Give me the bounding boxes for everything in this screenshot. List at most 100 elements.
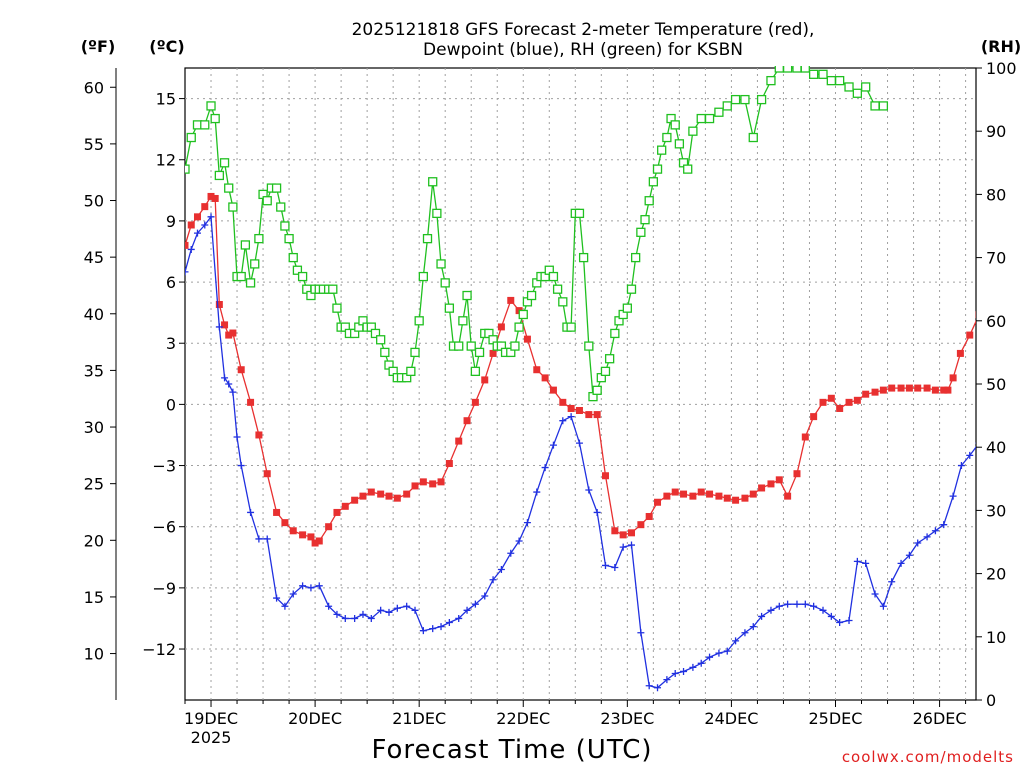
temperature-point [956,349,964,357]
rh-point [792,66,802,73]
temperature-point [940,386,948,394]
rh-point [566,322,576,332]
temperature-point [403,490,411,498]
temperature-point [299,531,307,539]
dewpoint-point [801,600,809,608]
dewpoint-point [585,486,593,494]
dewpoint-point [515,537,523,545]
rh-point [526,290,537,301]
rh-point [861,82,871,92]
temperature-point [654,498,662,506]
dewpoint-point [445,619,453,627]
dewpoint-point [654,684,662,692]
dewpoint-point [871,590,879,598]
rh-point [674,139,685,149]
x-axis-label: Forecast Time (UTC) [371,735,652,765]
dewpoint-point [723,647,731,655]
rh-point [640,215,650,225]
rh-point [276,202,286,212]
rh-tick-label: 80 [986,185,1006,204]
rh-point [622,303,632,313]
dewpoint-point [377,606,385,614]
dewpoint-point [1002,407,1009,414]
rh-point [774,66,784,73]
c-tick-label: −6 [152,518,176,537]
temperature-point [185,241,189,249]
dewpoint-point [810,602,818,610]
dewpoint-point [836,619,844,627]
dewpoint-point [619,543,627,551]
x-tick-label: 20DEC [288,709,342,728]
dewpoint-point [627,541,635,549]
dewpoint-point [201,221,209,229]
rh-tick-label: 0 [986,691,996,710]
dewpoint-point [732,637,740,645]
rh-point [808,69,819,79]
temperature-point [949,374,957,382]
dewpoint-point [263,535,271,543]
plot-frame [184,67,977,701]
rh-point [444,303,455,313]
rh-tick-label: 100 [986,59,1017,78]
temperature-point [419,478,427,486]
dewpoint-point [905,551,913,559]
rh-point [514,322,524,332]
rh-point [219,158,230,168]
rh-point [228,202,238,212]
rh-point [236,271,246,282]
rh-point [428,177,438,187]
x-tick-label: 25DEC [809,709,863,728]
rh-point [200,120,210,130]
temperature-point [351,496,359,504]
dewpoint-point [819,606,827,614]
temperature-point [879,386,887,394]
dewpoint-point [593,508,601,516]
rh-point [432,208,442,219]
temperature-point [836,404,844,412]
temperature-point [611,527,619,535]
temperature-point [966,331,974,339]
dewpoint-point [325,602,333,610]
temperature-point [663,492,671,500]
rh-point [688,126,698,136]
temperature-point [247,398,255,406]
rh-point [458,316,468,326]
temperature-point [723,494,731,502]
rh-point [240,240,251,250]
rh-point [410,347,420,358]
temperature-point [715,492,723,500]
dewpoint-point [1018,376,1024,383]
rh-point [644,196,654,206]
temperature-point [393,494,401,502]
temperature-point [741,494,749,502]
temperature-point [333,508,341,516]
temperature-point [311,539,319,547]
temperature-point [385,492,393,500]
celsius-unit-label: (ºC) [149,37,184,56]
rh-point [782,66,793,73]
rh-point [714,107,724,117]
dewpoint-point [229,388,237,396]
rh-point [835,75,845,86]
rh-point [800,66,810,73]
temperature-point [481,376,489,384]
dewpoint-point [237,462,245,470]
rh-point [518,309,528,320]
dewpoint-point [393,604,401,612]
temperature-point [549,386,557,394]
temperature-point [489,349,497,357]
temperature-point [193,213,201,221]
temperature-point [523,335,531,343]
rh-point [245,278,256,288]
dewpoint-point [541,464,549,472]
temperature-point [455,437,463,445]
rh-point [292,265,303,275]
c-tick-label: −9 [152,579,176,598]
rh-point [250,259,260,269]
temperature-point [944,386,952,394]
c-tick-label: 3 [166,334,176,353]
dewpoint-point [949,492,957,500]
temperature-point [905,384,913,392]
rh-point [636,227,646,237]
